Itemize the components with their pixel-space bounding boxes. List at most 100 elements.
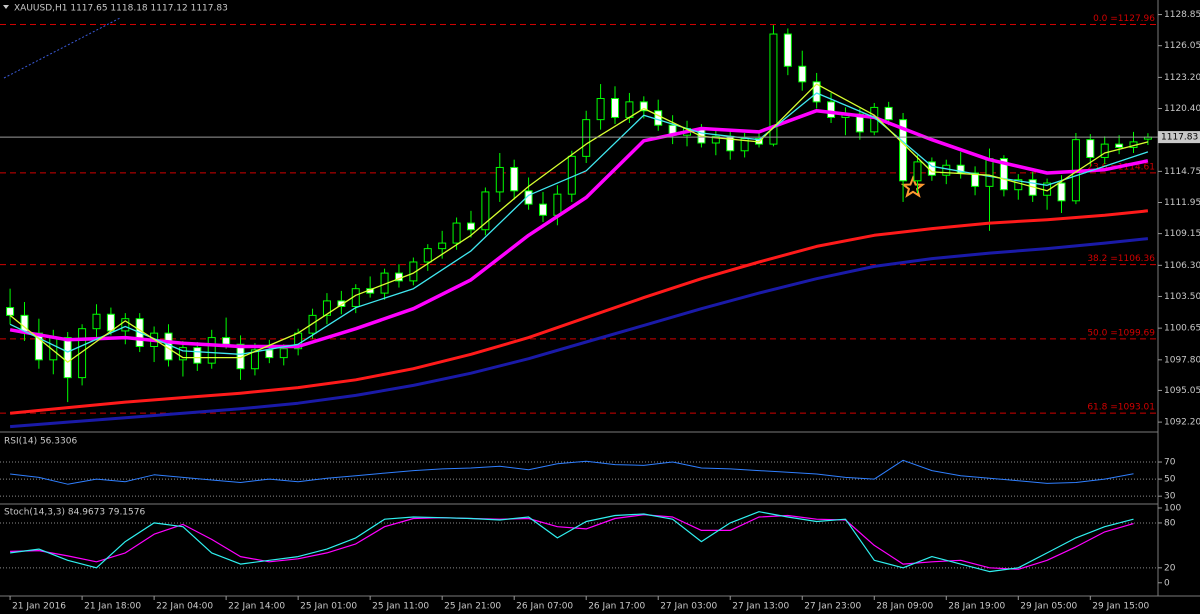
candle-body xyxy=(827,101,836,118)
indicator-line xyxy=(9,92,1149,355)
pane-title: RSI(14) 56.3306 xyxy=(4,437,77,447)
candle-body xyxy=(423,248,432,263)
y-tick-label: 1106.30 xyxy=(1164,261,1200,271)
y-tick-label: 1114.75 xyxy=(1164,167,1200,177)
candle-body xyxy=(783,33,792,67)
y-tick-label: 80 xyxy=(1164,518,1176,528)
x-tick-label: 25 Jan 11:00 xyxy=(372,602,429,612)
y-tick-label: 30 xyxy=(1164,492,1176,502)
y-tick-label: 1095.05 xyxy=(1164,386,1200,396)
menu-triangle[interactable] xyxy=(3,5,9,9)
candle-body xyxy=(63,337,72,379)
x-tick-label: 25 Jan 01:00 xyxy=(300,602,357,612)
y-tick-label: 1128.85 xyxy=(1164,10,1200,20)
indicator-line xyxy=(10,459,1134,485)
x-tick-label: 26 Jan 07:00 xyxy=(516,602,573,612)
candle-body xyxy=(178,347,187,361)
candle-body xyxy=(322,300,331,316)
x-tick-label: 25 Jan 21:00 xyxy=(444,602,501,612)
x-tick-label: 27 Jan 23:00 xyxy=(804,602,861,612)
y-tick-label: 1100.65 xyxy=(1164,324,1200,334)
indicator-line xyxy=(9,108,1149,349)
candle-body xyxy=(798,65,807,83)
candle-body xyxy=(524,190,533,205)
x-tick-label: 22 Jan 14:00 xyxy=(228,602,285,612)
y-tick-label: 1111.95 xyxy=(1164,198,1200,208)
x-tick-label: 29 Jan 15:00 xyxy=(1092,602,1149,612)
indicator-line xyxy=(10,514,1134,570)
candle-body xyxy=(639,101,648,112)
candle-body xyxy=(337,300,346,307)
y-tick-label: 1126.05 xyxy=(1164,41,1200,51)
candle-body xyxy=(265,349,274,359)
candle-body xyxy=(193,347,202,364)
last-price-box xyxy=(1158,131,1200,144)
candle-body xyxy=(596,98,605,121)
candle-body xyxy=(999,158,1008,191)
fibo-label: 50.0 =1099.69 xyxy=(1087,328,1155,338)
candle-body xyxy=(207,337,216,364)
candle-body xyxy=(711,135,720,144)
x-tick-label: 27 Jan 13:00 xyxy=(732,602,789,612)
y-tick-label: 0 xyxy=(1164,578,1170,588)
candle-body xyxy=(1057,182,1066,202)
candle-body xyxy=(495,166,504,193)
candle-body xyxy=(78,328,87,379)
indicator-line xyxy=(10,511,1134,573)
candle-body xyxy=(553,193,562,216)
indicator-line xyxy=(9,237,1149,429)
y-tick-label: 1123.20 xyxy=(1164,73,1200,83)
candle-body xyxy=(1115,143,1124,148)
candle-body xyxy=(1014,179,1023,191)
x-tick-label: 22 Jan 04:00 xyxy=(156,602,213,612)
candle-body xyxy=(6,307,15,316)
fibo-label: 38.2 =1106.36 xyxy=(1087,254,1155,264)
candle-body xyxy=(971,172,980,187)
candle-body xyxy=(538,203,547,216)
y-tick-label: 1092.20 xyxy=(1164,418,1200,428)
candle-body xyxy=(884,106,893,121)
x-tick-label: 29 Jan 05:00 xyxy=(1020,602,1077,612)
candle-body xyxy=(913,161,922,182)
pane-title: Stoch(14,3,3) 84.9673 79.1576 xyxy=(4,508,145,518)
last-price-label: 1117.83 xyxy=(1161,133,1198,143)
candle-body xyxy=(625,101,634,118)
x-tick-label: 28 Jan 19:00 xyxy=(948,602,1005,612)
candle-body xyxy=(769,33,778,145)
candle-body xyxy=(985,158,994,187)
candle-body xyxy=(899,119,908,182)
fibo-label: 0.0 =1127.96 xyxy=(1093,14,1155,24)
candle-body xyxy=(582,119,591,157)
candle-body xyxy=(106,313,115,332)
candle-body xyxy=(92,313,101,330)
candle-body xyxy=(510,166,519,192)
candle-body xyxy=(222,337,231,345)
x-tick-label: 28 Jan 09:00 xyxy=(876,602,933,612)
candle-body xyxy=(654,110,663,126)
y-tick-label: 70 xyxy=(1164,458,1176,468)
y-tick-label: 1109.15 xyxy=(1164,229,1200,239)
candle-body xyxy=(1100,143,1109,158)
y-tick-label: 1097.80 xyxy=(1164,355,1200,365)
candle-body xyxy=(466,222,475,231)
y-tick-label: 100 xyxy=(1164,503,1181,513)
candle-body xyxy=(452,222,461,244)
candle-body xyxy=(481,191,490,231)
candle-body xyxy=(942,164,951,176)
candle-body xyxy=(438,242,447,250)
y-tick-label: 50 xyxy=(1164,475,1176,485)
x-tick-label: 27 Jan 03:00 xyxy=(660,602,717,612)
alert-star xyxy=(900,175,926,198)
candle-body xyxy=(121,318,130,332)
fibo-label: 61.8 =1093.01 xyxy=(1087,403,1155,413)
candle-body xyxy=(1086,139,1095,158)
candle-body xyxy=(250,349,259,370)
candle-body xyxy=(812,81,821,103)
y-tick-label: 1103.50 xyxy=(1164,292,1200,302)
x-tick-label: 26 Jan 17:00 xyxy=(588,602,645,612)
pane-title: XAUUSD,H1 1117.65 1118.18 1117.12 1117.8… xyxy=(14,4,228,14)
y-tick-label: 20 xyxy=(1164,563,1176,573)
